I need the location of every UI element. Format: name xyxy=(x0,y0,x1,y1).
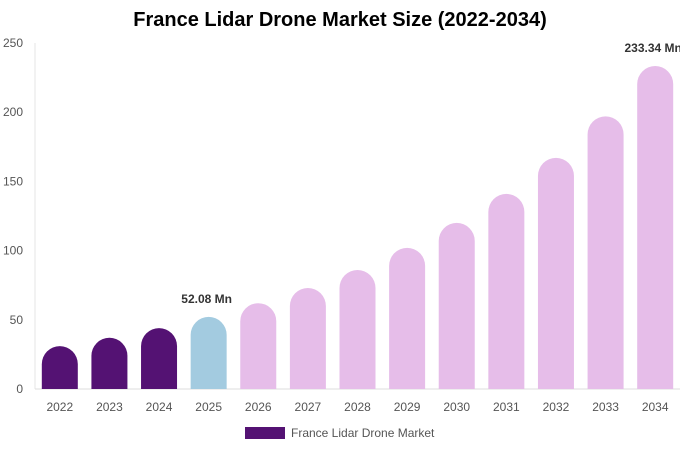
bar-2025 xyxy=(190,316,227,389)
bar-2024 xyxy=(141,328,178,389)
x-tick-label: 2028 xyxy=(344,400,371,414)
legend-swatch xyxy=(245,427,285,439)
bar-2032 xyxy=(537,157,574,389)
x-tick-label: 2031 xyxy=(493,400,520,414)
bar-2027 xyxy=(289,287,326,389)
bar-2029 xyxy=(389,247,426,389)
bar-2030 xyxy=(438,222,475,389)
y-tick-label: 0 xyxy=(16,382,23,396)
chart-title: France Lidar Drone Market Size (2022-203… xyxy=(133,9,547,31)
x-tick-label: 2033 xyxy=(592,400,619,414)
bar-2034 xyxy=(637,66,674,390)
x-tick-label: 2024 xyxy=(146,400,173,414)
bar-2022 xyxy=(41,346,78,389)
x-tick-label: 2029 xyxy=(394,400,421,414)
bar-2023 xyxy=(91,337,128,389)
x-tick-label: 2032 xyxy=(543,400,570,414)
data-label-2034: 233.34 Mn xyxy=(625,41,680,55)
y-tick-label: 100 xyxy=(3,244,23,258)
x-tick-label: 2030 xyxy=(443,400,470,414)
x-tick-label: 2025 xyxy=(195,400,222,414)
legend: France Lidar Drone Market xyxy=(245,426,434,440)
y-tick-label: 250 xyxy=(3,36,23,50)
x-tick-label: 2023 xyxy=(96,400,123,414)
bar-2033 xyxy=(587,116,624,390)
x-tick-label: 2027 xyxy=(295,400,322,414)
bar-2028 xyxy=(339,269,376,389)
legend-label: France Lidar Drone Market xyxy=(291,426,435,440)
y-tick-label: 150 xyxy=(3,174,23,188)
x-tick-label: 2034 xyxy=(642,400,669,414)
x-tick-label: 2022 xyxy=(46,400,73,414)
y-tick-label: 50 xyxy=(10,313,24,327)
bar-2026 xyxy=(240,303,277,389)
data-label-2025: 52.08 Mn xyxy=(181,292,232,306)
bar-2031 xyxy=(488,193,525,389)
y-tick-label: 200 xyxy=(3,105,23,119)
x-tick-label: 2026 xyxy=(245,400,272,414)
